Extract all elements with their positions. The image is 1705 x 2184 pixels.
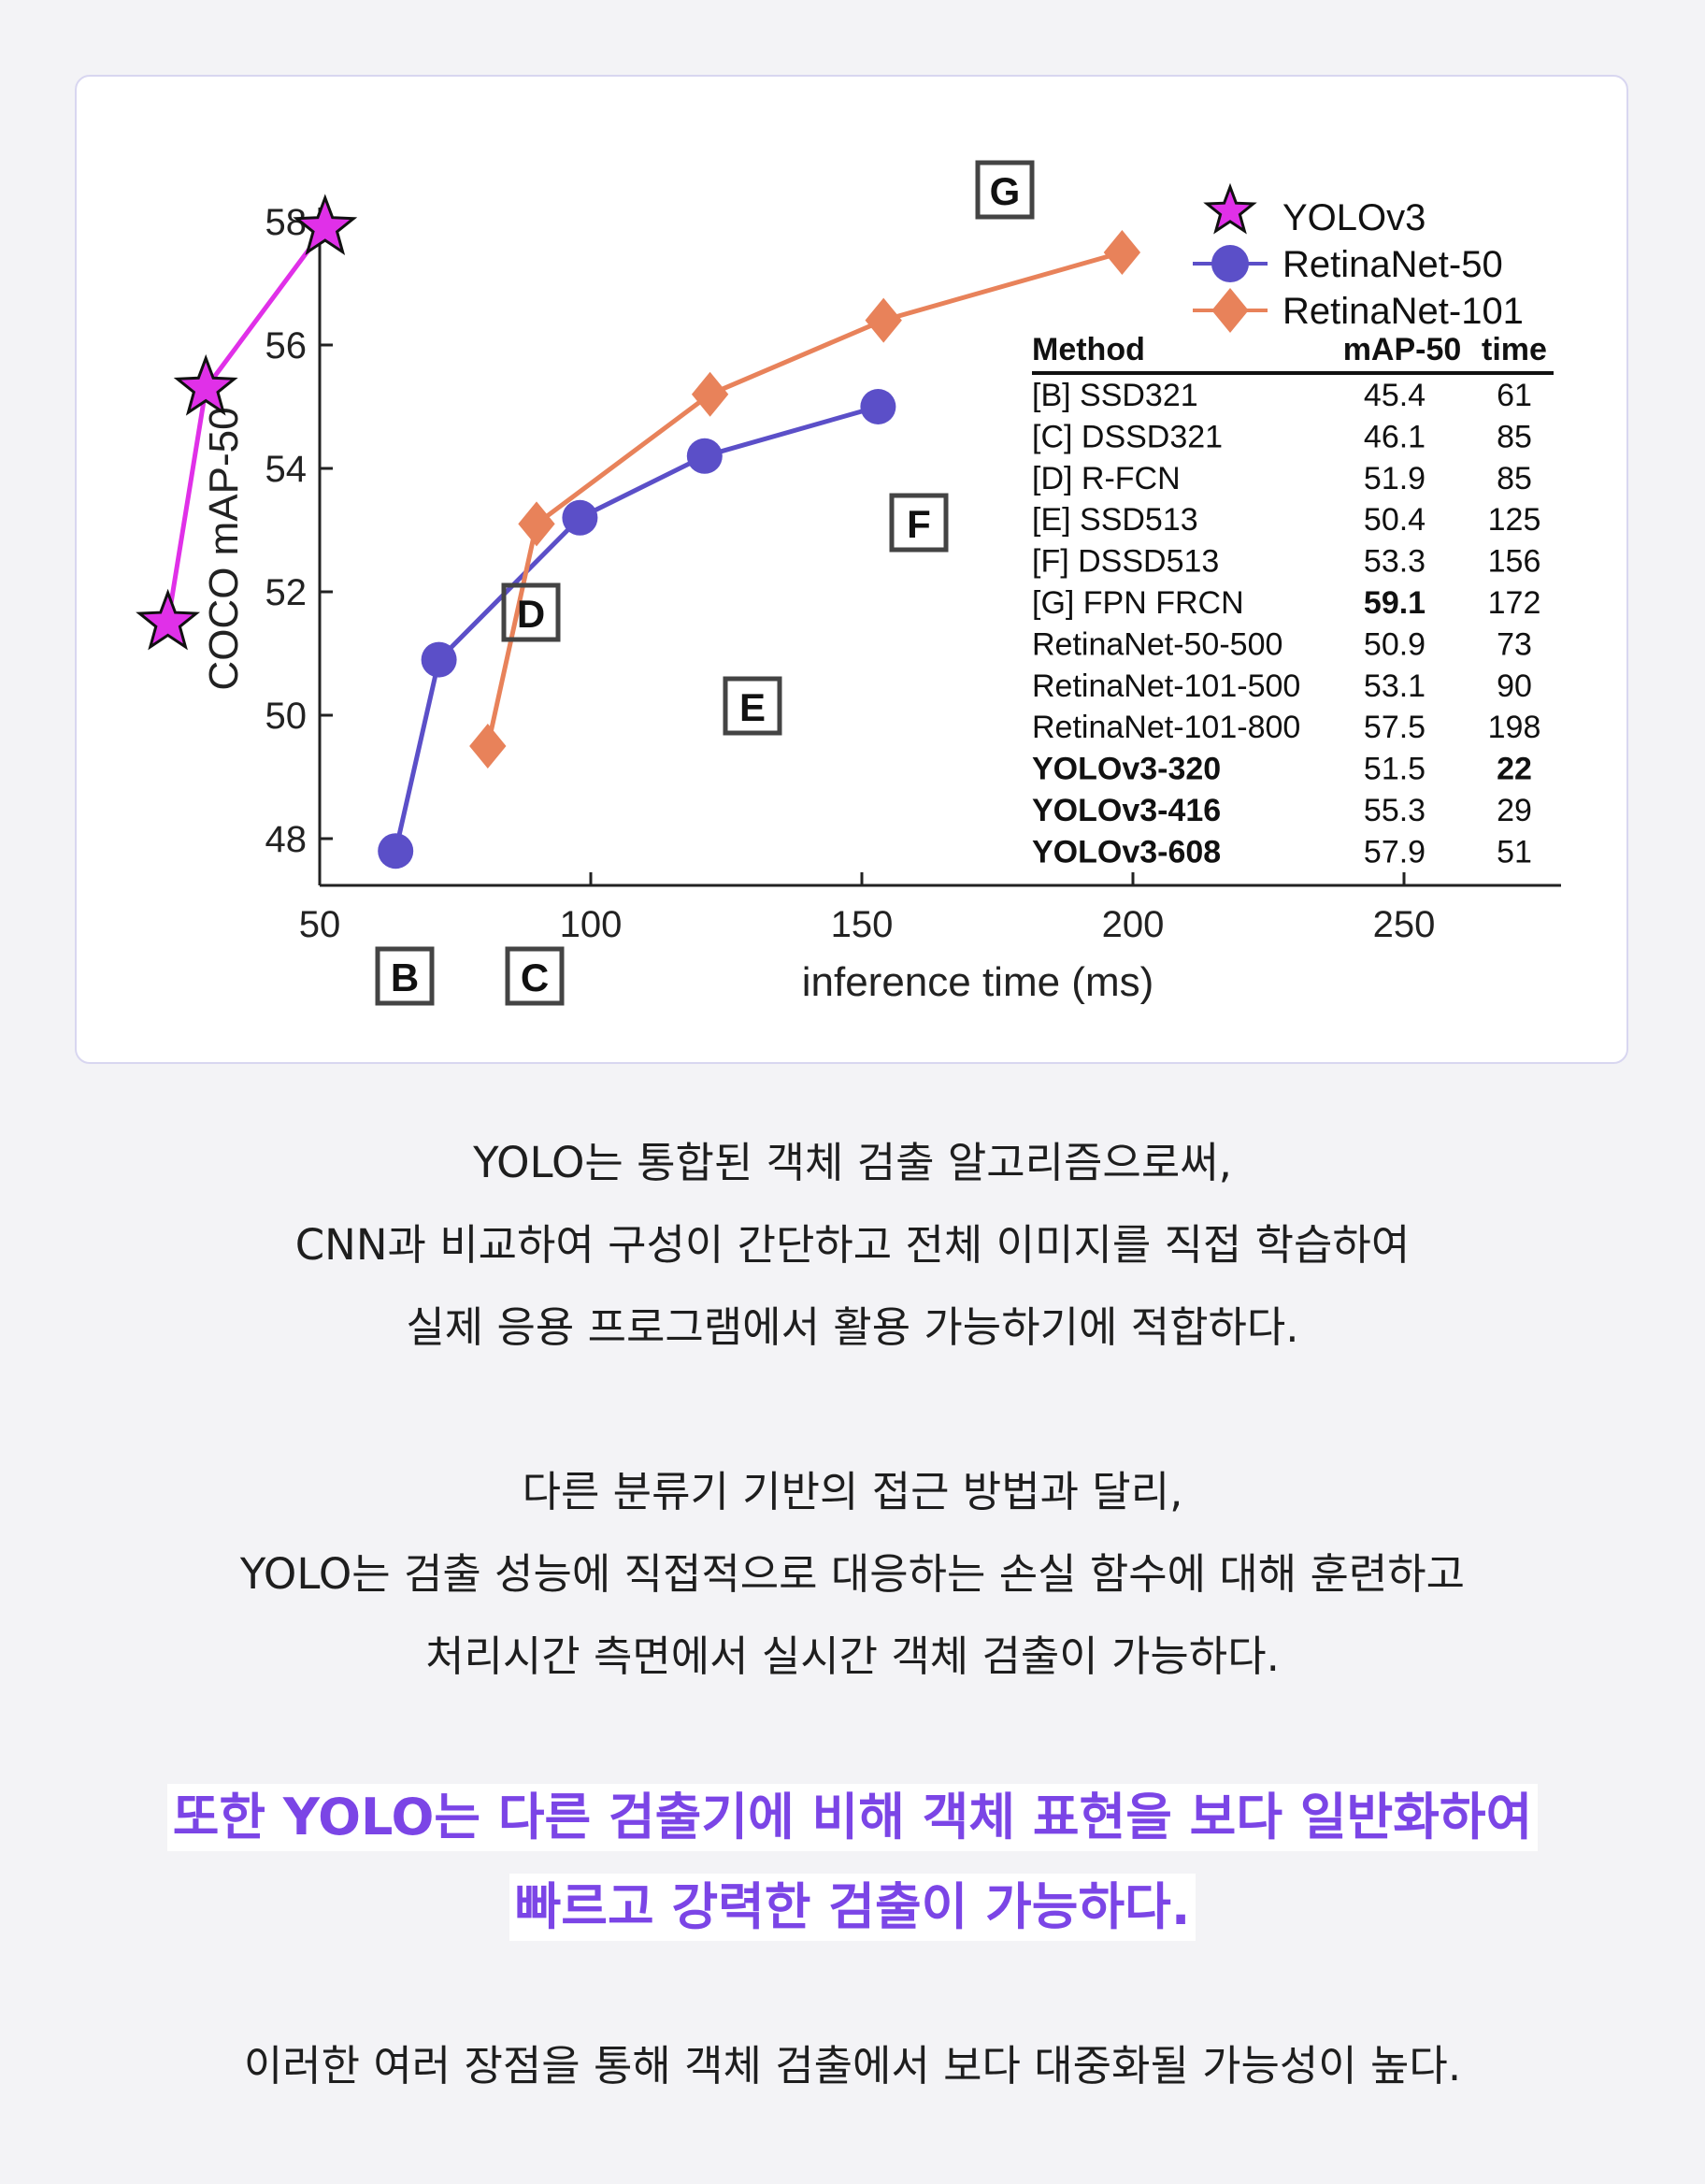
data-point-star [136,588,201,651]
table-cell-method: RetinaNet-101-800 [1032,710,1300,745]
table-cell-time: 61 [1497,378,1532,413]
legend-label: RetinaNet-50 [1282,244,1503,285]
data-point-diamond [1103,230,1141,275]
table-cell-time: 198 [1488,710,1541,745]
method-box-label: D [517,592,545,636]
x-tick-label: 100 [560,904,623,945]
table-cell-time: 51 [1497,834,1532,869]
y-axis-label: COCO mAP-50 [201,407,247,690]
paragraph-line: YOLO는 검출 성능에 직접적으로 대응하는 손실 함수에 대해 훈련하고 [239,1549,1466,1599]
table-cell-method: YOLOv3-608 [1032,834,1221,869]
data-point-diamond [865,297,902,343]
table-header-map: mAP-50 [1343,332,1462,367]
y-tick-label: 54 [265,449,308,490]
method-box-label: F [907,502,931,546]
x-axis-label: inference time (ms) [802,959,1154,1005]
y-tick-label: 50 [265,696,308,737]
series-line-2 [485,250,1124,747]
table-cell-method: [D] R-FCN [1032,461,1181,496]
legend-label: RetinaNet-101 [1282,291,1524,332]
table-cell-map: 51.9 [1364,461,1426,496]
chart-card: 48 50 52 54 56 58 50 100 150 200 250 inference time… [75,75,1628,1064]
y-tick-label: 48 [265,819,308,860]
table-cell-time: 22 [1497,752,1532,787]
x-tick-label: 250 [1373,904,1436,945]
paragraph-line: CNN과 비교하여 구성이 간단하고 전체 이미지를 직접 학습하여 [294,1220,1411,1270]
table-cell-time: 125 [1488,502,1541,538]
table-cell-method: RetinaNet-101-500 [1032,668,1300,704]
table-cell-method: [G] FPN FRCN [1032,585,1244,621]
legend-label: YOLOv3 [1282,197,1426,238]
highlight-paragraph: 또한 YOLO는 다른 검출기에 비해 객체 표현을 보다 일반화하여 빠르고 … [0,1776,1705,1956]
data-point-circle [860,389,896,424]
paragraph-2: 다른 분류기 기반의 접근 방법과 달리, YOLO는 검출 성능에 직접적으로… [0,1451,1705,1698]
table-cell-map: 45.4 [1364,378,1426,413]
table-cell-map: 50.9 [1364,626,1426,662]
method-box-g [975,160,1035,220]
table-cell-time: 90 [1497,668,1532,704]
legend-diamond-marker [1211,288,1249,333]
closing-line: 이러한 여러 장점을 통해 객체 검출에서 보다 대중화될 가능성이 높다. [243,2041,1462,2091]
method-box-f [889,493,949,553]
series-line-1 [393,404,880,852]
table-cell-method: YOLOv3-416 [1032,793,1221,828]
table-cell-method: [B] SSD321 [1032,378,1198,413]
data-point-circle [378,833,414,869]
data-point-diamond [469,724,507,769]
table-cell-map: 53.3 [1364,544,1426,580]
paragraph-line: YOLO는 통합된 객체 검출 알고리즘으로써, [473,1138,1232,1187]
table-cell-map: 51.5 [1364,752,1426,787]
table-cell-map: 57.5 [1364,710,1426,745]
data-point-circle [686,438,723,474]
table-header-time: time [1482,332,1547,367]
table-cell-map: 53.1 [1364,668,1426,704]
table-cell-map: 50.4 [1364,502,1426,538]
paragraph-line: 처리시간 측면에서 실시간 객체 검출이 가능하다. [425,1631,1280,1681]
table-cell-method: [C] DSSD321 [1032,419,1223,454]
method-box-label: E [739,685,766,729]
data-point-star [173,353,238,416]
table-cell-time: 172 [1488,585,1541,621]
x-tick-label: 200 [1102,904,1165,945]
x-tick-label: 150 [831,904,894,945]
paragraph-line: 실제 응용 프로그램에서 활용 가능하기에 적합하다. [406,1302,1299,1352]
method-box-e [723,676,782,736]
table-cell-time: 29 [1497,793,1532,828]
table-cell-map: 57.9 [1364,834,1426,869]
y-tick-label: 56 [265,325,308,366]
method-box-label: C [521,956,549,999]
data-point-diamond [691,371,729,417]
data-point-circle [562,499,598,536]
table-cell-method: YOLOv3-320 [1032,752,1221,787]
paragraph-line: 다른 분류기 기반의 접근 방법과 달리, [522,1467,1183,1516]
method-box-label: B [391,956,419,999]
y-tick-label: 52 [265,572,308,613]
paragraph-1: YOLO는 통합된 객체 검출 알고리즘으로써, CNN과 비교하여 구성이 간… [0,1122,1705,1369]
data-point-star [293,194,358,255]
table-cell-map: 46.1 [1364,419,1426,454]
table-cell-time: 156 [1488,544,1541,580]
table-cell-method: [F] DSSD513 [1032,544,1219,580]
table-cell-time: 85 [1497,461,1532,496]
table-cell-map: 59.1 [1364,585,1426,621]
data-point-circle [421,641,457,678]
closing-paragraph: 이러한 여러 장점을 통해 객체 검출에서 보다 대중화될 가능성이 높다. [0,2025,1705,2107]
method-box-d [501,582,561,642]
table-header-method: Method [1032,332,1145,367]
x-tick-label: 50 [299,904,341,945]
highlight-line: 빠르고 강력한 검출이 가능하다. [509,1874,1196,1941]
table-cell-time: 73 [1497,626,1532,662]
table-cell-time: 85 [1497,419,1532,454]
data-point-diamond [518,501,555,547]
legend-circle-marker [1211,245,1249,282]
method-box-c [505,946,565,1006]
table-cell-method: RetinaNet-50-500 [1032,626,1282,662]
highlight-line: 또한 YOLO는 다른 검출기에 비해 객체 표현을 보다 일반화하여 [166,1784,1539,1851]
legend-star-marker [1203,182,1257,235]
method-box-label: G [990,169,1021,213]
method-box-b [375,946,435,1006]
table-cell-map: 55.3 [1364,793,1426,828]
table-cell-method: [E] SSD513 [1032,502,1198,538]
